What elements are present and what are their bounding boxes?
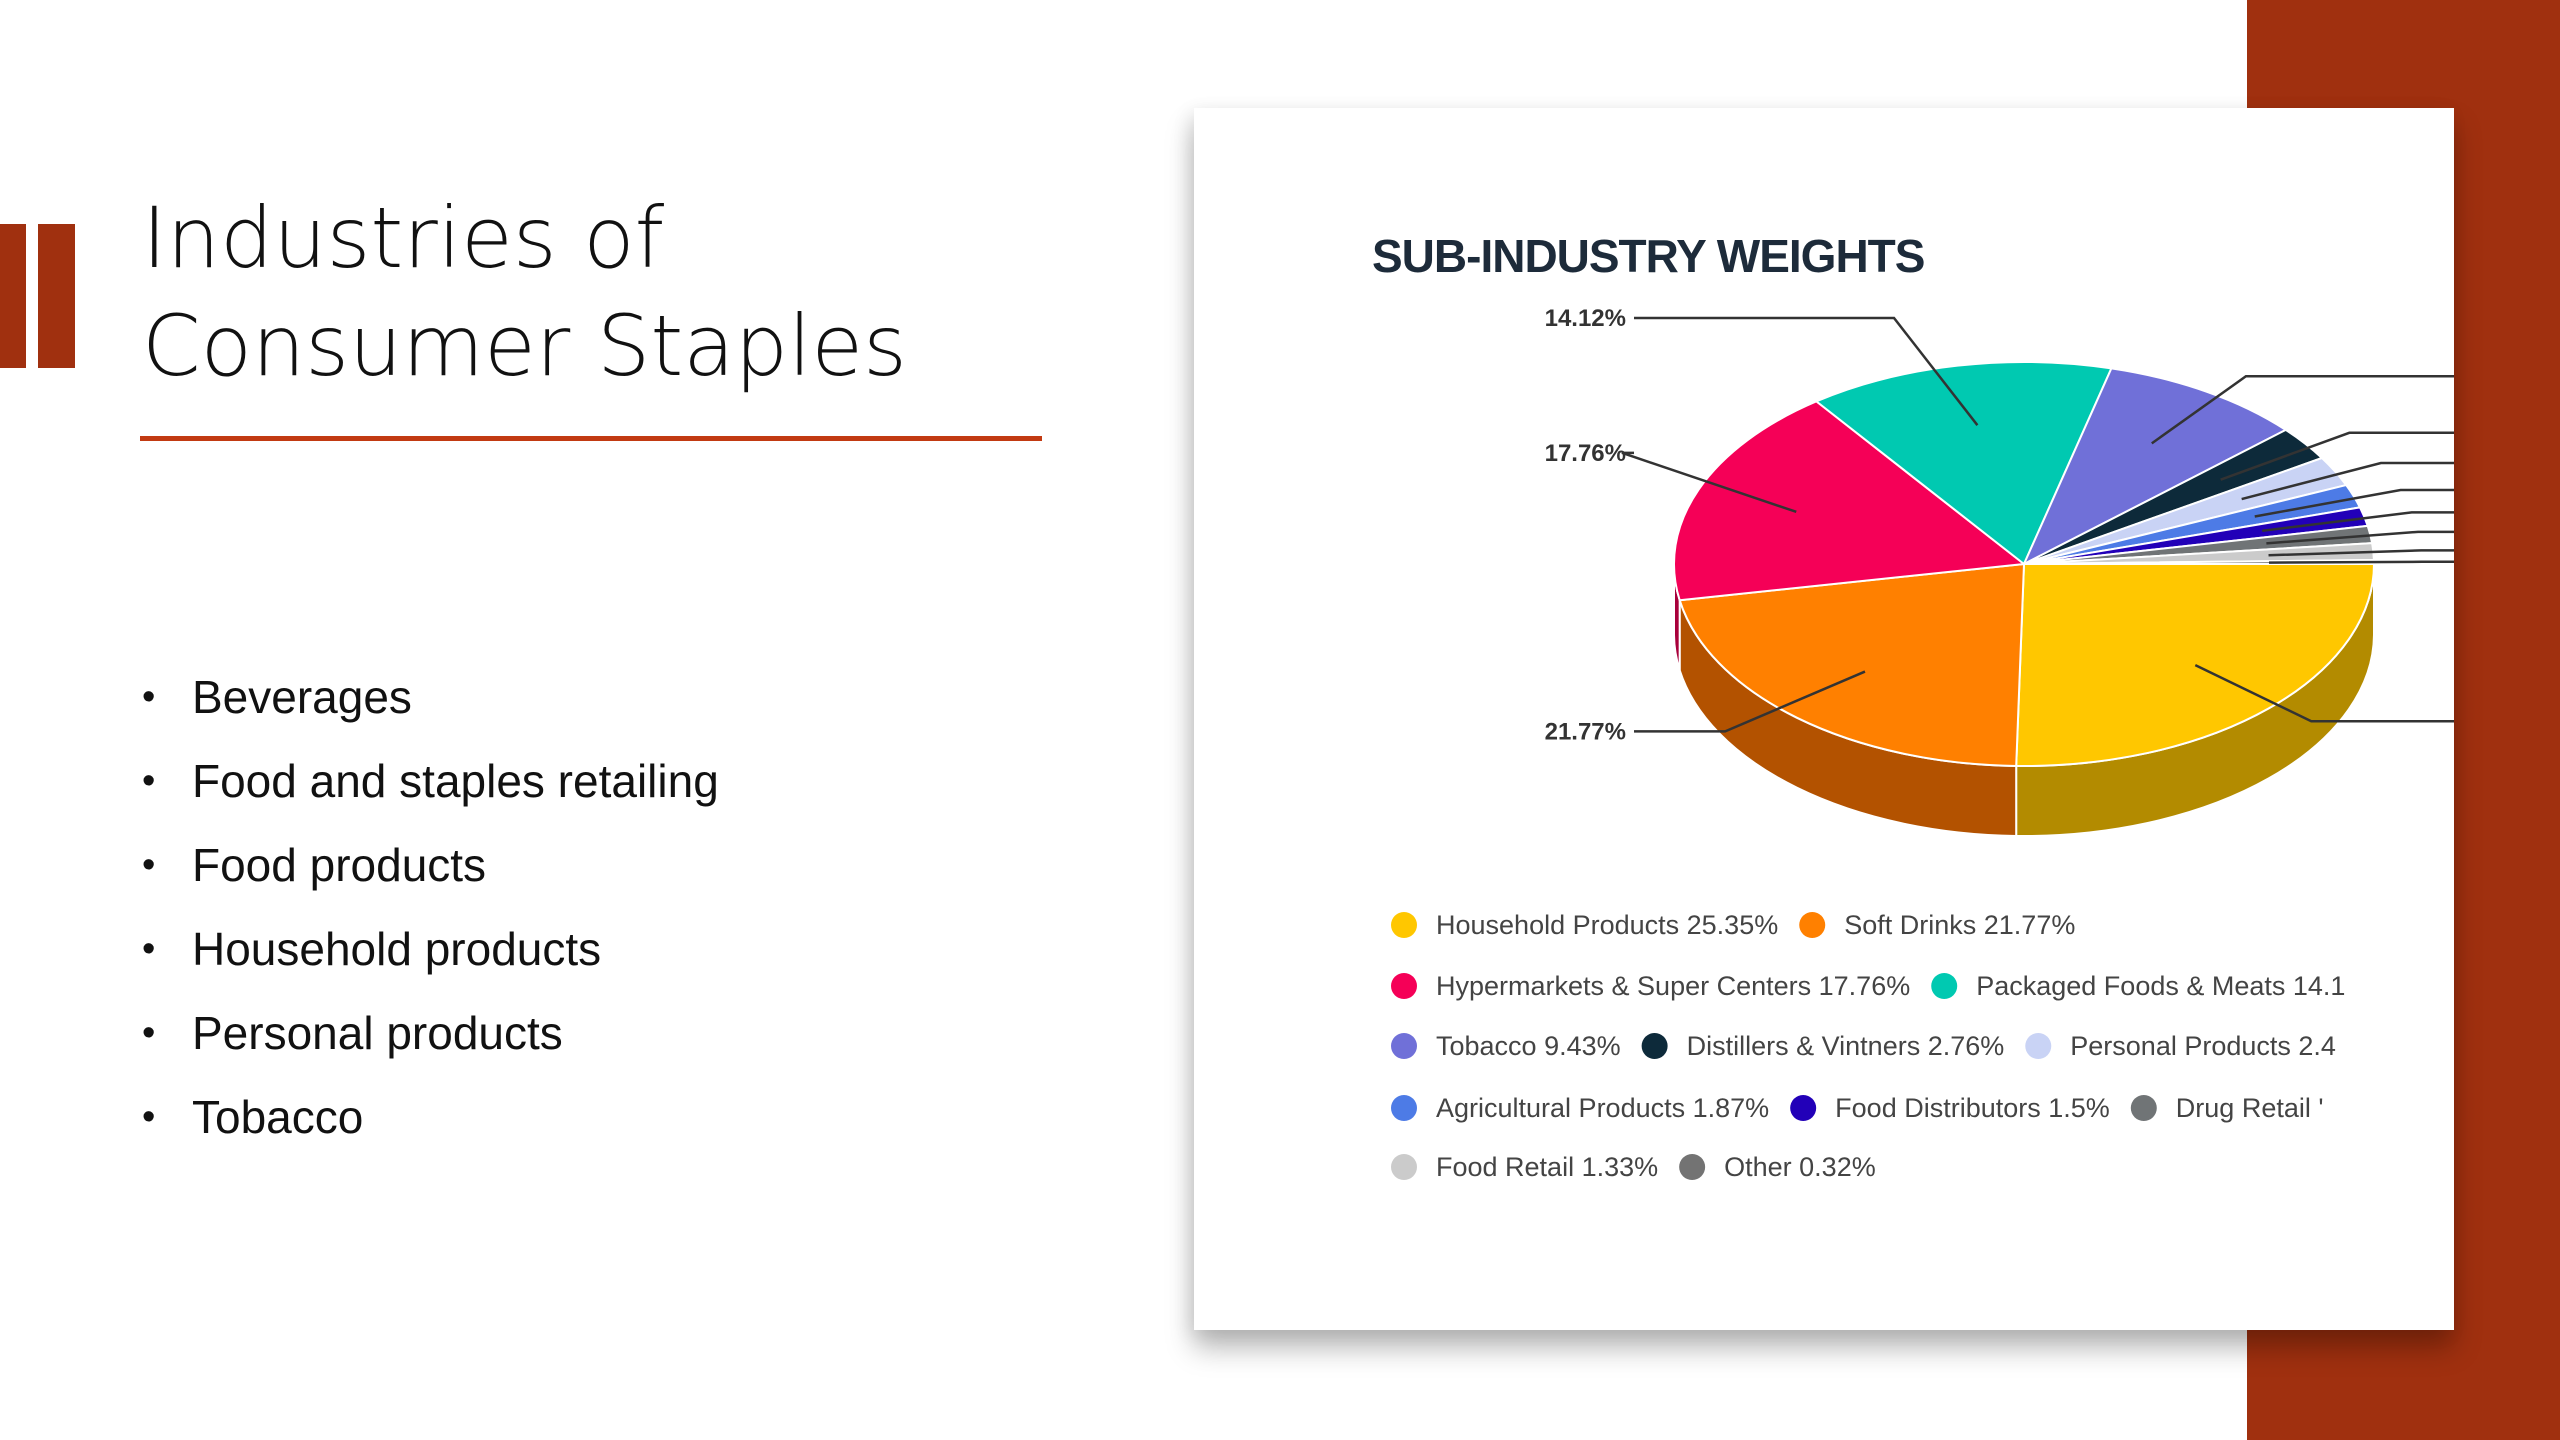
legend-swatch (2025, 1033, 2052, 1059)
bullet-text: Tobacco (192, 1091, 364, 1143)
pct-label-packaged-foods-and-meats: 14.12% (1545, 305, 1626, 332)
legend-label: Food Retail 1.33% (1436, 1152, 1658, 1182)
pie-leaders: 21.77% 17.76% 14.12% (1545, 305, 2454, 745)
bullet-item: • Personal products (140, 991, 719, 1075)
pct-label-soft-drinks: 21.77% (1545, 718, 1626, 745)
legend-swatch (1641, 1033, 1668, 1059)
legend-swatch (2130, 1095, 2157, 1121)
legend-swatch (1391, 1154, 1417, 1180)
legend-item-drug-retail: Drug Retail ' (2130, 1093, 2324, 1123)
leader-line-food-retail (2268, 549, 2454, 557)
pie-slice-household-products (2015, 563, 2375, 767)
bullet-dot: • (142, 760, 156, 802)
slide-title: Industries of Consumer Staples (142, 184, 1042, 400)
legend-swatch (1931, 973, 1958, 999)
pie-slice-tobacco (2023, 367, 2287, 565)
bullet-dot: • (142, 928, 156, 970)
bullet-dot: • (142, 844, 156, 886)
leader-line-household-products (2194, 663, 2454, 723)
bullet-list: • Beverages • Food and staples retailing •… (140, 655, 719, 1159)
legend-label: Household Products 25.35% (1436, 910, 1778, 940)
chart-title: SUB-INDUSTRY WEIGHTS (1372, 230, 1924, 282)
pie-legend: Household Products 25.35% Soft Drinks 21.… (1391, 910, 2345, 1182)
legend-item-soft-drinks: Soft Drinks 21.77% (1799, 910, 2075, 940)
legend-item-other: Other 0.32% (1679, 1152, 1876, 1182)
slide-title-line-2: Consumer Staples (142, 297, 907, 395)
legend-label: Personal Products 2.4 (2070, 1031, 2336, 1061)
legend-item-food-retail: Food Retail 1.33% (1391, 1152, 1658, 1182)
legend-swatch (1391, 1033, 1417, 1059)
legend-item-hypermarkets-and-super-centers: Hypermarkets & Super Centers 17.76% (1391, 971, 1910, 1001)
legend-swatch (1679, 1154, 1706, 1180)
legend-item-household-products: Household Products 25.35% (1391, 910, 1778, 940)
leader-line-drug-retail (2266, 530, 2454, 545)
pie-tops (1673, 361, 2376, 767)
chart-card: SUB-INDUSTRY WEIGHTS 21.77% 17.76% 14.12% … (1194, 108, 2454, 1330)
accent-stripe-left (0, 224, 26, 368)
leader-line-other (2268, 560, 2454, 564)
pct-label-hypermarkets-and-super-centers: 17.76% (1545, 440, 1626, 467)
pie-chart: SUB-INDUSTRY WEIGHTS 21.77%17.76%14.12% … (1372, 230, 2454, 1182)
leader-line-food-distributors (2262, 511, 2454, 533)
legend-label: Hypermarkets & Super Centers 17.76% (1436, 971, 1910, 1001)
bullet-text: Food products (192, 839, 487, 891)
legend-label: Food Distributors 1.5% (1835, 1093, 2110, 1123)
bullet-dot: • (142, 676, 156, 718)
legend-item-personal-products: Personal Products 2.4 (2025, 1031, 2336, 1061)
legend-item-food-distributors: Food Distributors 1.5% (1790, 1093, 2110, 1123)
legend-swatch (1391, 973, 1417, 999)
bullet-text: Food and staples retailing (192, 755, 719, 807)
leader-line-hypermarkets-and-super-centers (1621, 451, 1797, 514)
leader-line-soft-drinks (1634, 670, 1866, 733)
accent-stripe-right (38, 224, 75, 368)
leader-line-personal-products (2241, 461, 2454, 501)
bullet-item: • Food and staples retailing (140, 739, 719, 823)
title-underline (140, 436, 1042, 441)
bullet-dot: • (142, 1096, 156, 1138)
pie-slice-packaged-foods-and-meats (1815, 361, 2113, 565)
legend-label: Packaged Foods & Meats 14.1 (1976, 971, 2345, 1001)
legend-swatch (1799, 912, 1826, 938)
pie-slice-soft-drinks (1678, 563, 2025, 767)
legend-label: Soft Drinks 21.77% (1844, 910, 2075, 940)
leader-line-distillers-and-vintners (2220, 431, 2454, 481)
legend-swatch (1391, 1095, 1417, 1121)
legend-label: Distillers & Vintners 2.76% (1687, 1031, 2005, 1061)
legend-label: Agricultural Products 1.87% (1436, 1093, 1769, 1123)
leader-line-agricultural-products (2254, 488, 2454, 518)
bullet-text: Personal products (192, 1007, 563, 1059)
leader-line-tobacco (2151, 375, 2454, 445)
bullet-item: • Tobacco (140, 1075, 719, 1159)
bullet-item: • Beverages (140, 655, 719, 739)
bullet-text: Household products (192, 923, 602, 975)
legend-item-agricultural-products: Agricultural Products 1.87% (1391, 1093, 1769, 1123)
legend-label: Other 0.32% (1724, 1152, 1876, 1182)
legend-item-distillers-and-vintners: Distillers & Vintners 2.76% (1641, 1031, 2005, 1061)
bullet-item: • Food products (140, 823, 719, 907)
legend-item-tobacco: Tobacco 9.43% (1391, 1031, 1621, 1061)
legend-swatch (1790, 1095, 1817, 1121)
legend-label: Tobacco 9.43% (1436, 1031, 1621, 1061)
pie-slice-hypermarkets-and-super-centers (1673, 400, 2025, 602)
bullet-text: Beverages (192, 671, 412, 723)
legend-item-packaged-foods-and-meats: Packaged Foods & Meats 14.1 (1931, 971, 2345, 1001)
bullet-item: • Household products (140, 907, 719, 991)
legend-swatch (1391, 912, 1417, 938)
leader-line-packaged-foods-and-meats (1634, 316, 1979, 426)
legend-label: Drug Retail ' (2176, 1093, 2324, 1123)
slide-title-line-1: Industries of (142, 189, 665, 287)
bullet-dot: • (142, 1012, 156, 1054)
